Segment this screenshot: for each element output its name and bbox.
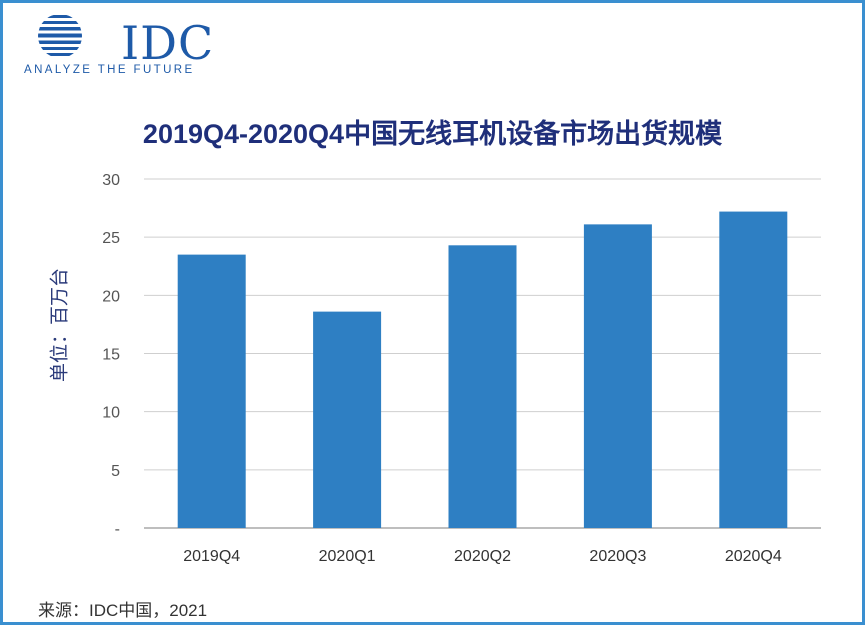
x-tick-label: 2020Q4	[725, 548, 782, 565]
chart-title: 2019Q4-2020Q4中国无线耳机设备市场出货规模	[142, 119, 723, 149]
x-tick-label: 2020Q3	[589, 548, 646, 565]
y-tick-label: 30	[102, 172, 120, 189]
bar-2020Q4	[719, 211, 788, 528]
x-tick-label: 2020Q1	[319, 548, 376, 565]
y-tick-label: 10	[102, 405, 120, 422]
x-tick-label: 2020Q2	[454, 548, 511, 565]
bar-2020Q2	[448, 245, 517, 528]
y-tick-label: 15	[102, 347, 120, 364]
y-tick-label: 25	[102, 230, 120, 247]
bar-2020Q1	[313, 311, 382, 528]
globe-icon	[38, 15, 82, 56]
source-note: 来源：IDC中国，2021	[38, 601, 208, 620]
idc-logo: IDC ANALYZE THE FUTURE	[24, 12, 214, 80]
y-tick-label: -	[115, 521, 120, 538]
logo-tagline: ANALYZE THE FUTURE	[24, 64, 195, 76]
x-tick-label: 2019Q4	[183, 548, 240, 565]
y-tick-label: 5	[111, 463, 120, 480]
bar-2019Q4	[177, 254, 246, 528]
y-tick-label: 20	[102, 288, 120, 305]
logo-text: IDC	[121, 16, 215, 70]
bar-2020Q3	[583, 224, 652, 528]
